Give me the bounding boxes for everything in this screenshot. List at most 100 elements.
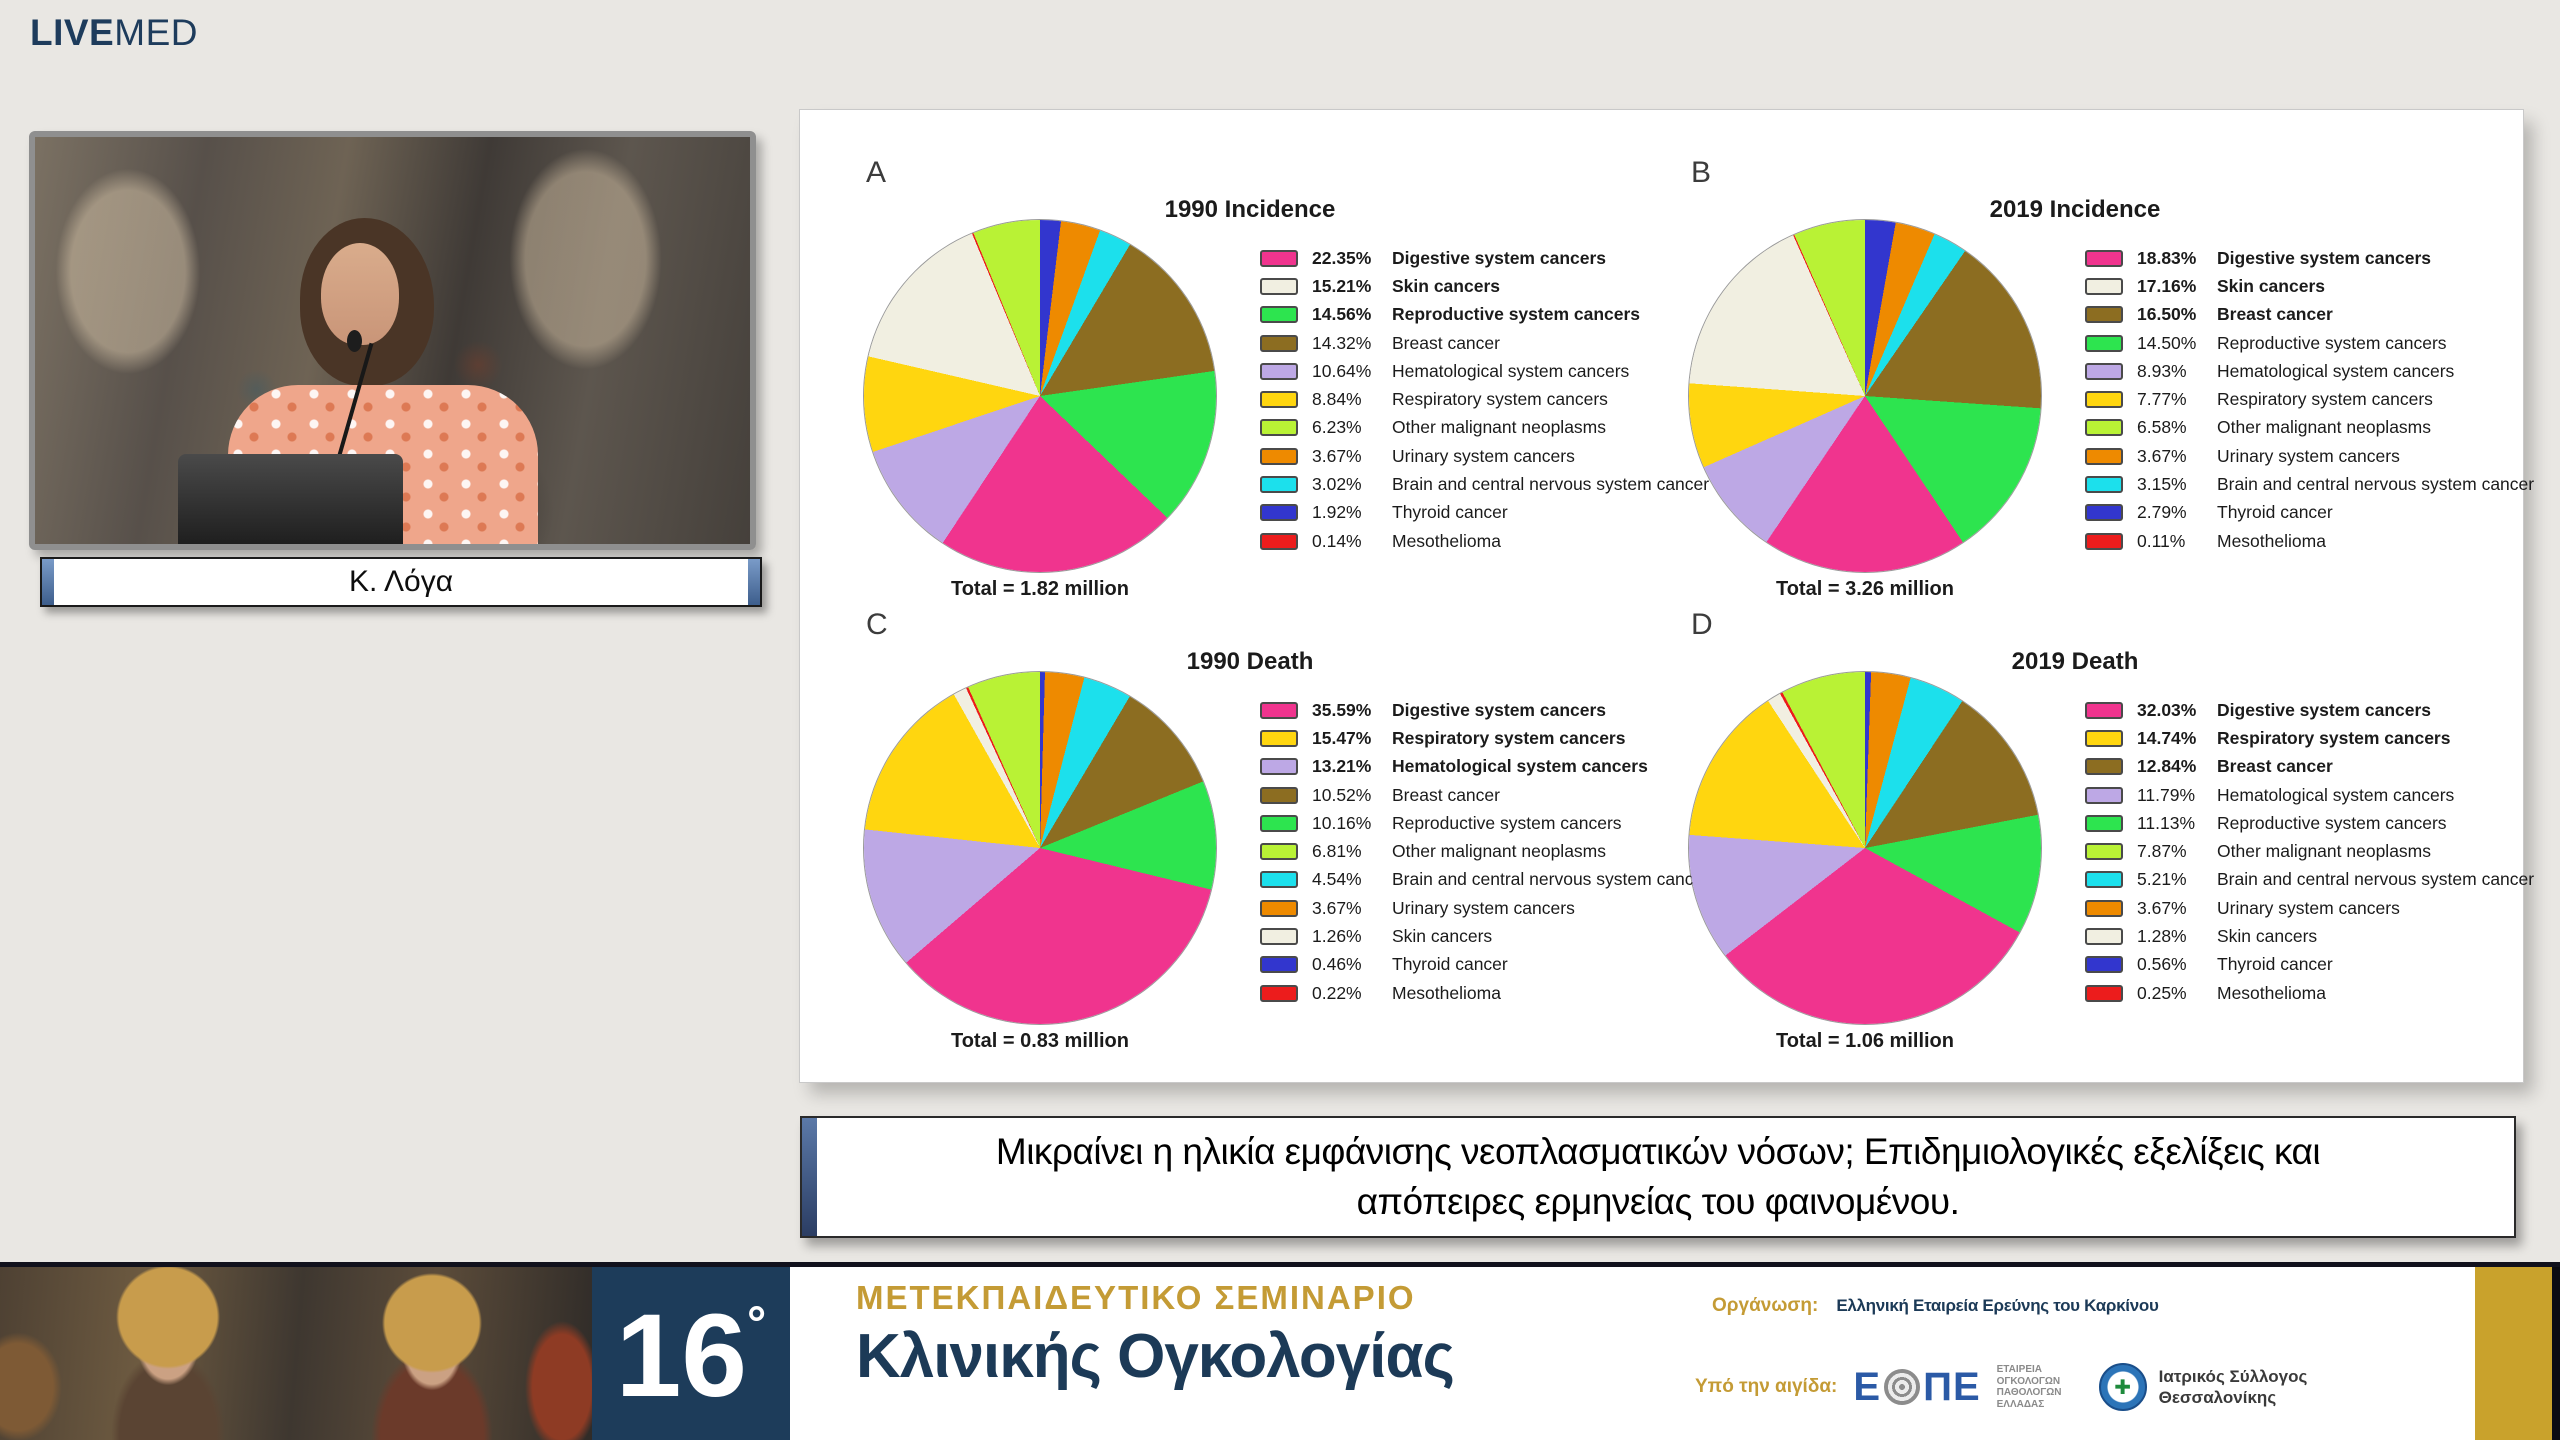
chart-title: 2019 Incidence	[1989, 196, 2161, 223]
legend-percentage: 3.67%	[1312, 897, 1362, 918]
legend-label: Mesothelioma	[1392, 982, 1501, 1003]
legend-label: Breast cancer	[1392, 784, 1500, 805]
legend-percentage: 14.56%	[1312, 304, 1372, 325]
speaker-video[interactable]	[29, 131, 756, 550]
legend-swatch	[2085, 362, 2123, 380]
legend-percentage: 0.25%	[2137, 982, 2187, 1003]
legend-label: Thyroid cancer	[1392, 502, 1508, 523]
legend-item: 3.67% Urinary system cancers	[2085, 442, 2534, 470]
legend-swatch	[1260, 871, 1298, 889]
legend-percentage: 4.54%	[1312, 869, 1362, 890]
legend-item: 15.47% Respiratory system cancers	[1260, 724, 1709, 752]
legend-label: Mesothelioma	[1392, 530, 1501, 551]
legend-item: 3.67% Urinary system cancers	[1260, 442, 1709, 470]
legend-label: Other malignant neoplasms	[1392, 417, 1606, 438]
legend-percentage: 11.13%	[2137, 812, 2196, 833]
panel-a: A 1990 Incidence 22.35% Digestive system …	[830, 150, 1709, 602]
legend-percentage: 15.21%	[1312, 275, 1372, 296]
legend-swatch	[1260, 814, 1298, 832]
legend-item: 0.46% Thyroid cancer	[1260, 951, 1709, 979]
legend-label: Breast cancer	[2217, 304, 2333, 325]
legend-percentage: 2.79%	[2137, 502, 2187, 523]
legend-item: 1.26% Skin cancers	[1260, 922, 1709, 950]
legend-item: 7.87% Other malignant neoplasms	[2085, 837, 2534, 865]
legend-swatch	[1260, 701, 1298, 719]
legend-label: Breast cancer	[1392, 332, 1500, 353]
livemed-logo-live: LIVE	[30, 12, 115, 53]
legend-percentage: 1.28%	[2137, 926, 2187, 947]
legend-swatch	[1260, 984, 1298, 1002]
legend-item: 10.52% Breast cancer	[1260, 781, 1709, 809]
legend-item: 6.23% Other malignant neoplasms	[1260, 414, 1709, 442]
legend-swatch	[1260, 306, 1298, 324]
legend-percentage: 6.23%	[1312, 417, 1362, 438]
legend-swatch	[2085, 701, 2123, 719]
legend-percentage: 18.83%	[2137, 247, 2197, 268]
legend-swatch	[2085, 476, 2123, 494]
legend-item: 7.77% Respiratory system cancers	[2085, 385, 2534, 413]
legend-percentage: 6.81%	[1312, 841, 1362, 862]
chart-title: 1990 Incidence	[1164, 196, 1336, 223]
legend-label: Reproductive system cancers	[1392, 304, 1641, 325]
legend-swatch	[1260, 843, 1298, 861]
legend-label: Breast cancer	[2217, 756, 2333, 777]
legend-swatch	[1260, 899, 1298, 917]
legend-swatch	[1260, 504, 1298, 522]
panel-letter: C	[866, 608, 888, 641]
speaker-face	[321, 242, 399, 345]
legend-label: Urinary system cancers	[1392, 897, 1575, 918]
legend-label: Urinary system cancers	[1392, 445, 1575, 466]
legend-label: Respiratory system cancers	[1392, 389, 1608, 410]
legend-swatch	[2085, 334, 2123, 352]
legend-label: Reproductive system cancers	[2217, 812, 2447, 833]
legend-swatch	[2085, 391, 2123, 409]
legend-label: Reproductive system cancers	[2217, 332, 2447, 353]
legend-swatch	[1260, 786, 1298, 804]
seminar-title-block: ΜΕΤΕΚΠΑΙΔΕΥΤΙΚΟ ΣΕΜΙΝΑΡΙΟ Κλινικής Ογκολ…	[856, 1279, 1455, 1392]
legend-swatch	[2085, 277, 2123, 295]
legend-percentage: 1.26%	[1312, 926, 1362, 947]
legend-swatch	[1260, 447, 1298, 465]
legend-label: Digestive system cancers	[1392, 699, 1607, 720]
legend-percentage: 3.67%	[1312, 445, 1362, 466]
caption-line-2: απόπειρες ερμηνείας του φαινομένου.	[1356, 1181, 1960, 1222]
organizer-value: Ελληνική Εταιρεία Ερεύνης του Καρκίνου	[1836, 1296, 2159, 1315]
legend-item: 13.21% Hematological system cancers	[1260, 753, 1709, 781]
legend-percentage: 0.22%	[1312, 982, 1362, 1003]
legend-swatch	[2085, 786, 2123, 804]
medical-association-line1: Ιατρικός Σύλλογος	[2158, 1366, 2308, 1386]
legend-label: Hematological system cancers	[1392, 756, 1648, 777]
legend-label: Hematological system cancers	[2217, 360, 2455, 381]
legend-item: 3.15% Brain and central nervous system ca…	[2085, 470, 2534, 498]
legend-label: Other malignant neoplasms	[2217, 417, 2431, 438]
presentation-slide: A 1990 Incidence 22.35% Digestive system …	[800, 110, 2534, 1082]
legend-swatch	[2085, 814, 2123, 832]
seminar-kicker: ΜΕΤΕΚΠΑΙΔΕΥΤΙΚΟ ΣΕΜΙΝΑΡΙΟ	[856, 1279, 1416, 1316]
legend-label: Skin cancers	[1392, 926, 1493, 947]
chart-total: Total = 3.26 million	[1775, 578, 1954, 600]
pie-chart-1990-incidence	[864, 220, 1216, 572]
legend-item: 10.64% Hematological system cancers	[1260, 357, 1709, 385]
legend-percentage: 10.64%	[1312, 360, 1372, 381]
talk-title-caption: Μικραίνει η ηλικία εμφάνισης νεοπλασματι…	[800, 1116, 2516, 1238]
chart-total: Total = 1.82 million	[950, 578, 1129, 600]
legend-label: Skin cancers	[2217, 275, 2325, 296]
edition-degree: °	[747, 1298, 767, 1351]
panel-letter: B	[1691, 156, 1712, 189]
legend-percentage: 15.47%	[1312, 727, 1372, 748]
legend-percentage: 8.84%	[1312, 389, 1362, 410]
microphone-icon	[346, 330, 362, 353]
livemed-logo: LIVEMED	[30, 12, 198, 54]
legend-percentage: 3.02%	[1312, 474, 1362, 495]
legend-label: Urinary system cancers	[2217, 897, 2400, 918]
legend-percentage: 17.16%	[2137, 275, 2197, 296]
legend-swatch	[1260, 277, 1298, 295]
legend-swatch	[2085, 447, 2123, 465]
legend-swatch	[2085, 419, 2123, 437]
legend-label: Brain and central nervous system cancer	[2217, 869, 2535, 890]
chart-total: Total = 0.83 million	[950, 1030, 1129, 1052]
legend-swatch	[1260, 532, 1298, 550]
chart-title: 2019 Death	[2011, 648, 2139, 675]
legend-percentage: 3.67%	[2137, 897, 2187, 918]
